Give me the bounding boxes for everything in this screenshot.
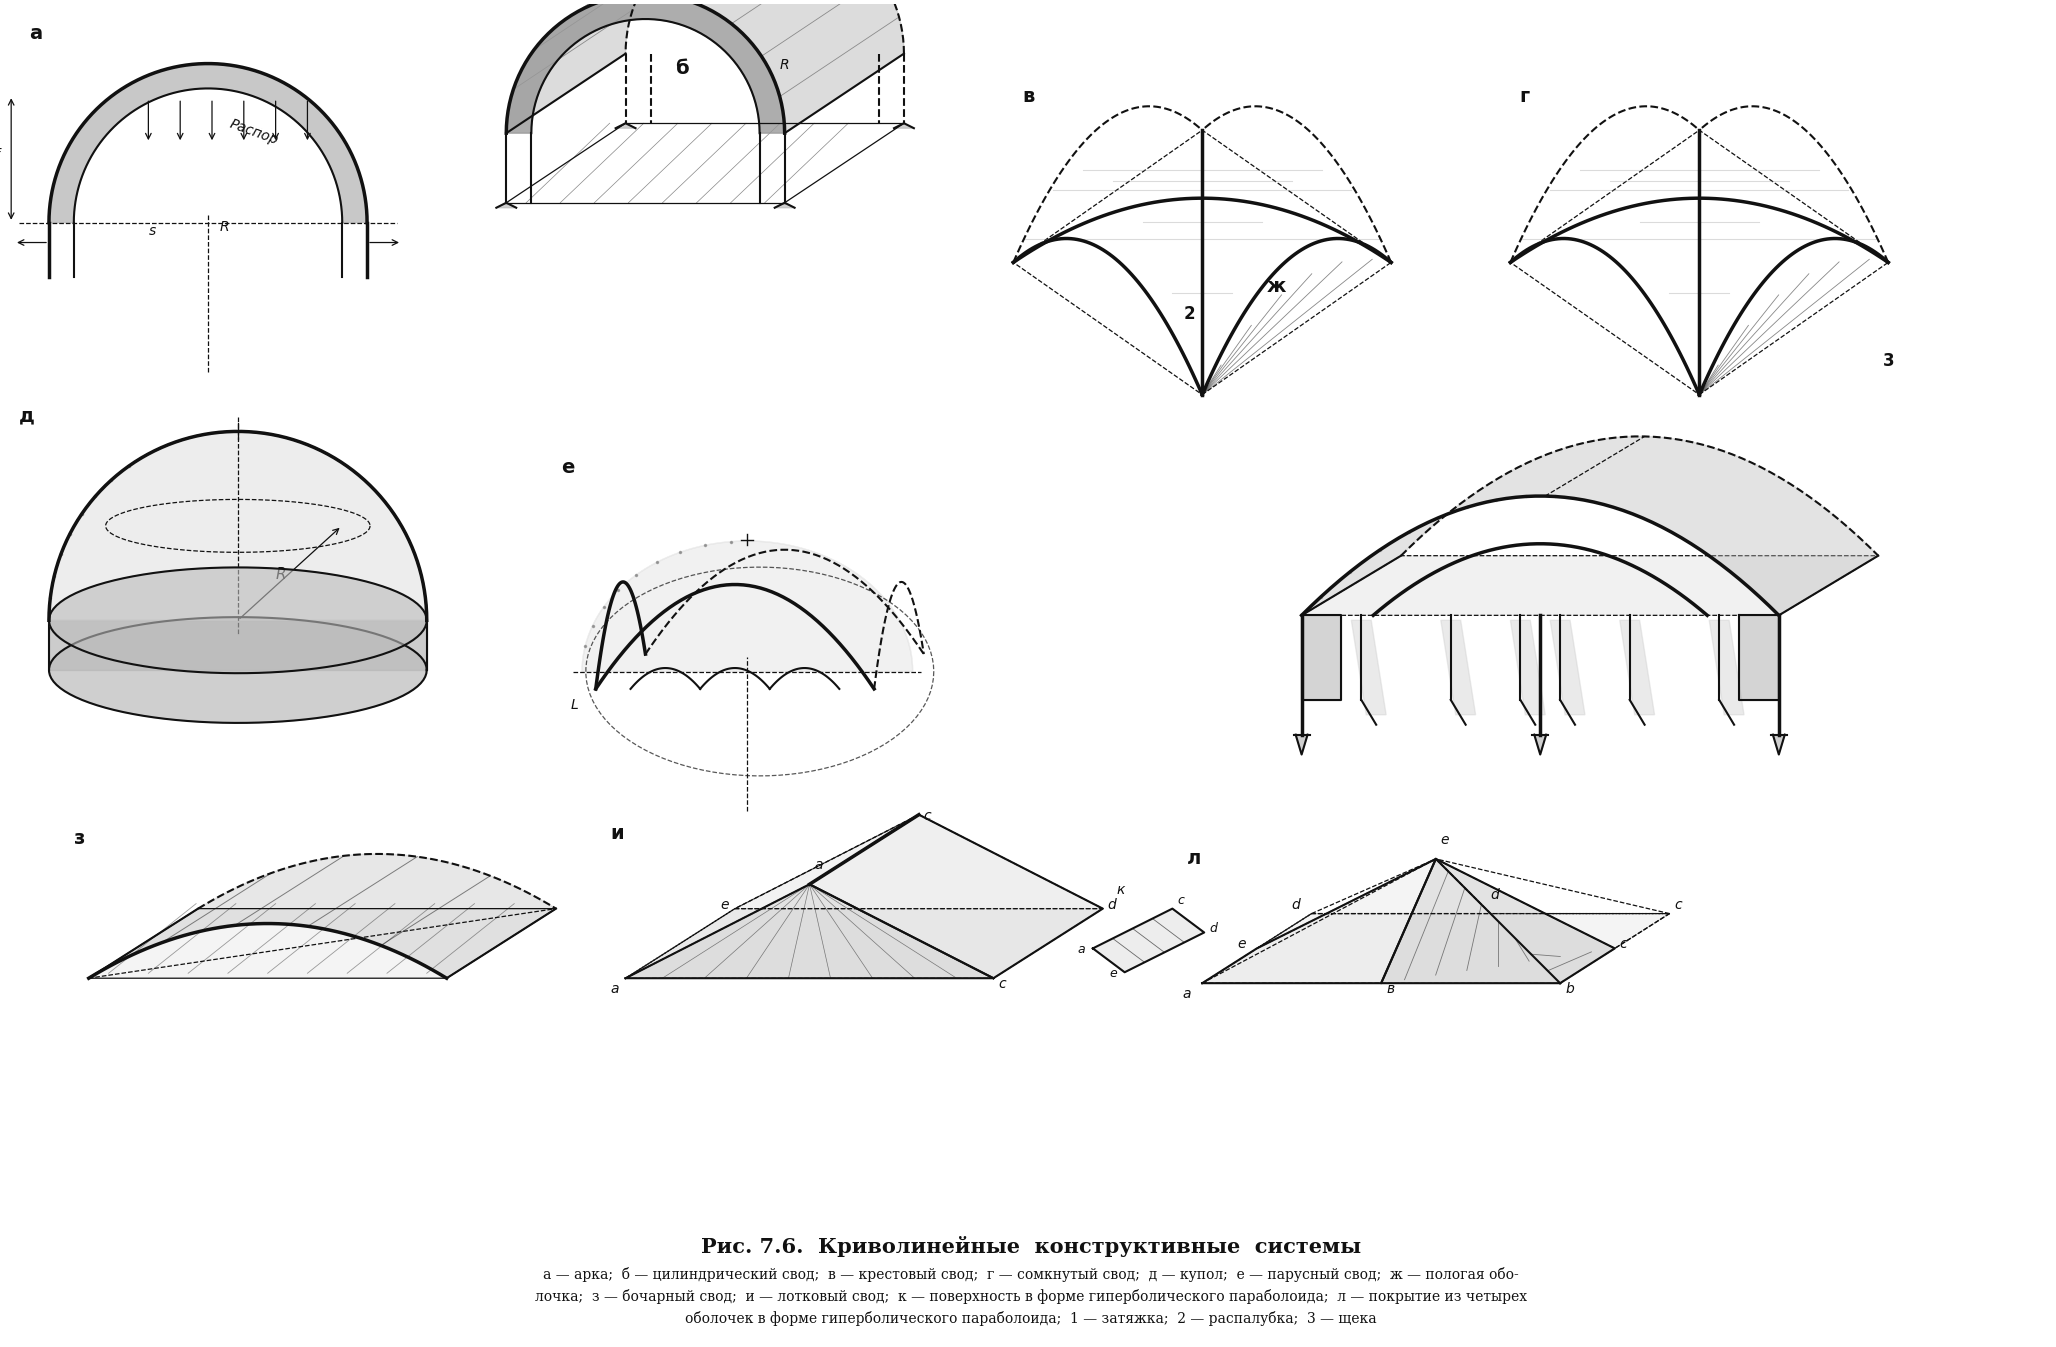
Text: R: R: [779, 58, 790, 71]
Polygon shape: [1382, 859, 1614, 983]
Text: к: к: [1116, 882, 1125, 897]
Polygon shape: [1620, 621, 1655, 715]
Polygon shape: [88, 854, 555, 978]
Text: a: a: [611, 982, 619, 997]
Polygon shape: [1301, 436, 1879, 616]
Polygon shape: [49, 63, 368, 222]
Text: e: e: [1238, 938, 1246, 951]
Text: c: c: [1178, 893, 1184, 907]
Text: з: з: [74, 828, 84, 849]
Polygon shape: [1301, 556, 1879, 616]
Text: Распор: Распор: [228, 117, 280, 147]
Polygon shape: [1709, 621, 1743, 715]
Polygon shape: [1203, 913, 1669, 983]
Text: е: е: [561, 458, 574, 477]
Text: г: г: [1519, 86, 1530, 106]
Text: c: c: [923, 808, 931, 823]
Text: d: d: [1209, 923, 1217, 935]
Polygon shape: [49, 617, 428, 723]
Text: a: a: [1182, 987, 1190, 1001]
Polygon shape: [49, 431, 428, 621]
Polygon shape: [582, 541, 913, 672]
Text: b: b: [1565, 982, 1573, 997]
Text: 3: 3: [1883, 353, 1896, 370]
Polygon shape: [1203, 859, 1435, 983]
Text: e: e: [1110, 967, 1118, 981]
Polygon shape: [625, 884, 993, 978]
Polygon shape: [1094, 909, 1205, 973]
Polygon shape: [49, 567, 428, 674]
Text: L: L: [572, 698, 578, 711]
Polygon shape: [625, 815, 919, 978]
Text: лочка;  з — бочарный свод;  и — лотковый свод;  к — поверхность в форме гипербол: лочка; з — бочарный свод; и — лотковый с…: [535, 1289, 1528, 1304]
Text: d: d: [1108, 897, 1116, 912]
Text: e: e: [720, 897, 728, 912]
Text: а: а: [29, 24, 43, 43]
Polygon shape: [1295, 734, 1308, 754]
Polygon shape: [1351, 621, 1386, 715]
Text: a: a: [1077, 943, 1086, 956]
Polygon shape: [1511, 621, 1546, 715]
Text: и: и: [611, 824, 625, 843]
Text: c: c: [1620, 938, 1628, 951]
Polygon shape: [775, 203, 794, 207]
Text: л: л: [1186, 849, 1201, 867]
Polygon shape: [506, 0, 785, 133]
Polygon shape: [894, 123, 913, 128]
Polygon shape: [615, 123, 635, 128]
Text: a: a: [814, 858, 822, 873]
Text: в: в: [1386, 982, 1394, 997]
Polygon shape: [49, 621, 428, 669]
Polygon shape: [1739, 616, 1778, 700]
Polygon shape: [1534, 734, 1546, 754]
Text: c: c: [1674, 897, 1682, 912]
Text: б: б: [674, 58, 689, 78]
Text: д: д: [19, 407, 35, 426]
Polygon shape: [625, 909, 1102, 978]
Text: s: s: [148, 224, 156, 237]
Polygon shape: [1441, 621, 1476, 715]
Text: e: e: [1441, 832, 1449, 847]
Text: R: R: [276, 567, 286, 582]
Text: R: R: [220, 220, 230, 233]
Text: d: d: [1491, 888, 1499, 901]
Text: ж: ж: [1266, 277, 1287, 296]
Polygon shape: [1550, 621, 1585, 715]
Polygon shape: [1301, 616, 1341, 700]
Text: 2: 2: [1184, 304, 1195, 323]
Polygon shape: [506, 0, 905, 133]
Polygon shape: [88, 909, 555, 978]
Text: Рис. 7.6.  Криволинейные  конструктивные  системы: Рис. 7.6. Криволинейные конструктивные с…: [701, 1237, 1361, 1257]
Text: d: d: [1291, 897, 1301, 912]
Text: оболочек в форме гиперболического параболоида;  1 — затяжка;  2 — распалубка;  3: оболочек в форме гиперболического парабо…: [685, 1311, 1378, 1325]
Text: в: в: [1022, 86, 1034, 106]
Text: а — арка;  б — цилиндрический свод;  в — крестовый свод;  г — сомкнутый свод;  д: а — арка; б — цилиндрический свод; в — к…: [543, 1268, 1519, 1282]
Text: c: c: [999, 977, 1005, 991]
Polygon shape: [1772, 734, 1785, 754]
Polygon shape: [810, 815, 1102, 978]
Polygon shape: [495, 203, 516, 207]
